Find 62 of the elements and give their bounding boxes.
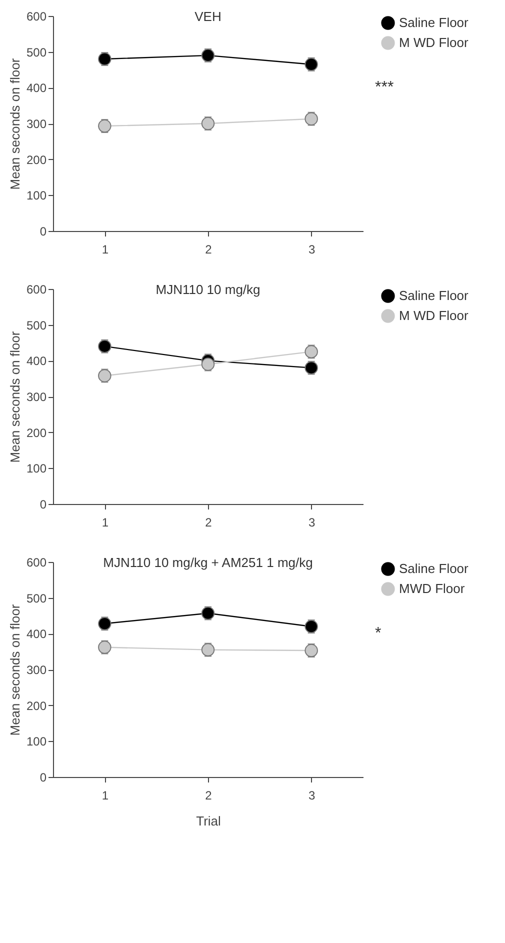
- legend-label: M WD Floor: [399, 35, 469, 50]
- legend-label: Saline Floor: [399, 15, 470, 30]
- point: [304, 644, 318, 658]
- y-tick-label: 200: [26, 698, 47, 713]
- legend-label: Saline Floor: [399, 561, 470, 576]
- x-tick-label: 3: [308, 788, 316, 802]
- point: [98, 340, 112, 353]
- point: [304, 620, 318, 634]
- point: [98, 119, 112, 133]
- x-tick-label: 2: [205, 788, 212, 802]
- text: *: [375, 624, 382, 642]
- y-tick-label: 100: [26, 462, 47, 476]
- y-tick-label: 100: [26, 734, 47, 749]
- point: [98, 617, 112, 630]
- chart-title: MJN110 10 mg/kg + AM251 1 mg/kg: [103, 555, 313, 570]
- y-axis-title: Mean seconds on floor: [7, 58, 22, 190]
- y-tick-label: 0: [40, 770, 47, 784]
- y-tick-label: 0: [40, 224, 47, 238]
- y-tick-label: 600: [26, 282, 47, 296]
- y-tick-label: 200: [26, 426, 47, 440]
- x-tick-label: 2: [205, 242, 212, 256]
- point: [201, 606, 215, 620]
- point: [304, 345, 318, 358]
- point: [98, 52, 112, 66]
- y-tick-label: 0: [40, 498, 47, 512]
- y-tick-label: 400: [26, 354, 47, 368]
- point: [201, 116, 215, 130]
- point: [201, 48, 215, 62]
- y-tick-label: 500: [26, 318, 47, 332]
- y-axis-title: Mean seconds on floor: [7, 604, 22, 736]
- x-tick-label: 1: [102, 516, 109, 530]
- legend-label: Saline Floor: [399, 288, 470, 303]
- point: [304, 58, 318, 71]
- point: [201, 358, 215, 371]
- y-tick-label: 100: [26, 188, 47, 203]
- y-tick-label: 300: [26, 117, 47, 131]
- y-tick-label: 500: [26, 45, 47, 60]
- point: [98, 369, 112, 382]
- x-tick-label: 1: [102, 788, 109, 802]
- point: [98, 640, 112, 654]
- y-tick-label: 500: [26, 591, 47, 606]
- y-axis-title: Mean seconds on floor: [7, 330, 22, 463]
- y-tick-label: 300: [26, 390, 47, 404]
- x-tick-label: 3: [308, 242, 316, 256]
- legend-label: M WD Floor: [399, 308, 469, 323]
- point: [304, 361, 318, 374]
- legend-label: MWD Floor: [399, 581, 466, 596]
- point: [304, 112, 318, 126]
- y-tick-label: 400: [26, 81, 47, 96]
- x-axis-title: Trial: [196, 814, 222, 828]
- text: ***: [375, 78, 394, 96]
- y-tick-label: 200: [26, 152, 47, 167]
- y-tick-label: 600: [26, 556, 47, 570]
- point: [201, 643, 215, 656]
- x-tick-label: 3: [308, 516, 316, 530]
- x-tick-label: 2: [205, 516, 212, 530]
- y-tick-label: 400: [26, 627, 47, 642]
- chart-title: VEH: [194, 9, 222, 24]
- y-tick-label: 300: [26, 663, 47, 677]
- chart-title: MJN110 10 mg/kg: [156, 282, 260, 297]
- y-tick-label: 600: [26, 10, 47, 24]
- x-tick-label: 1: [102, 242, 109, 256]
